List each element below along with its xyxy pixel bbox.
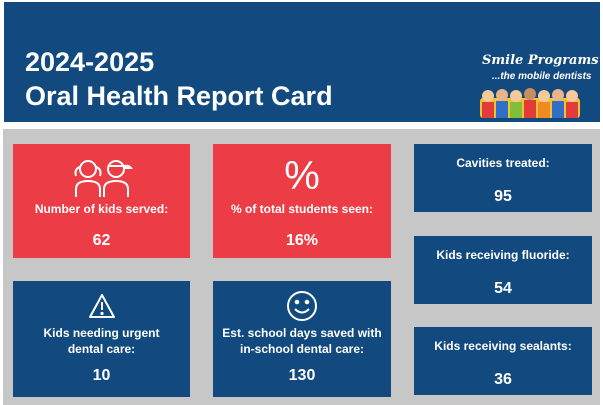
sealants-card: Kids receiving sealants: 36 [414,327,592,395]
fluoride-card: Kids receiving fluoride: 54 [414,236,592,304]
percent-seen-card: % % of total students seen: 16% [213,144,391,258]
fluoride-value: 54 [494,280,512,297]
cavities-card: Cavities treated: 95 [414,144,592,212]
school-days-value: 130 [288,367,316,384]
sealants-value: 36 [494,371,512,388]
kids-served-value: 62 [92,232,111,249]
urgent-care-label-line1: Kids needing urgent [43,326,160,340]
percent-seen-label: % of total students seen: [230,202,373,216]
urgent-care-card: Kids needing urgent dental care: 10 [13,281,190,397]
page-title: Oral Health Report Card [25,81,333,111]
smiley-icon [213,290,391,322]
school-days-label-line2: in-school dental care: [239,342,365,356]
fluoride-label: Kids receiving fluoride: [436,248,570,262]
urgent-care-label-line2: dental care: [67,342,136,356]
warning-icon [13,293,190,319]
kids-served-label: Number of kids served: [34,202,169,216]
cavities-value: 95 [494,188,512,205]
percent-icon: % [284,154,320,198]
school-days-card: Est. school days saved with in-school de… [213,281,391,397]
cavities-label: Cavities treated: [456,156,550,170]
kids-group-icon [480,88,580,118]
kids-icon [13,154,190,198]
page-title-year: 2024-2025 [25,47,155,77]
logo-name: Smile Programs [482,53,599,68]
kids-served-card: Number of kids served: 62 [13,144,190,258]
school-days-label-line1: Est. school days saved with [222,326,382,340]
header-banner: 2024-2025 Oral Health Report Card Smile … [4,2,600,122]
logo-tagline: ...the mobile dentists [492,71,592,82]
urgent-care-value: 10 [92,367,111,384]
smile-programs-logo: Smile Programs ...the mobile dentists [470,52,599,120]
sealants-label: Kids receiving sealants: [434,339,572,353]
percent-seen-value: 16% [285,232,319,249]
